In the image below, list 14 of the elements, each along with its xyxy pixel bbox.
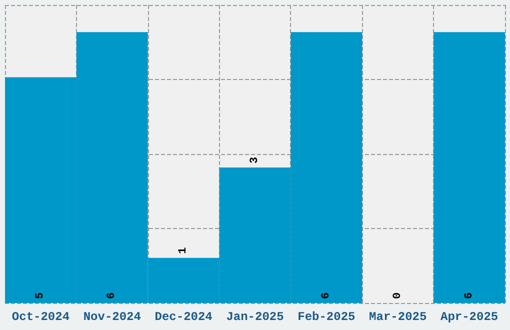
x-tick-label: Nov-2024 — [83, 310, 141, 324]
data-label: 3 — [249, 156, 261, 164]
data-label: 1 — [178, 246, 190, 254]
x-tick-label: Jan-2025 — [226, 310, 284, 324]
data-label: 6 — [320, 292, 332, 299]
data-label: 6 — [463, 292, 476, 299]
data-label: 5 — [34, 292, 47, 299]
x-tick-label: Apr-2025 — [440, 310, 498, 324]
x-tick-label: Mar-2025 — [369, 310, 427, 324]
data-label: 0 — [392, 292, 404, 299]
x-tick-label: Feb-2025 — [298, 310, 356, 324]
data-label: 6 — [106, 292, 118, 299]
x-tick-label: Oct-2024 — [12, 310, 70, 324]
x-tick-label: Dec-2024 — [154, 310, 212, 324]
